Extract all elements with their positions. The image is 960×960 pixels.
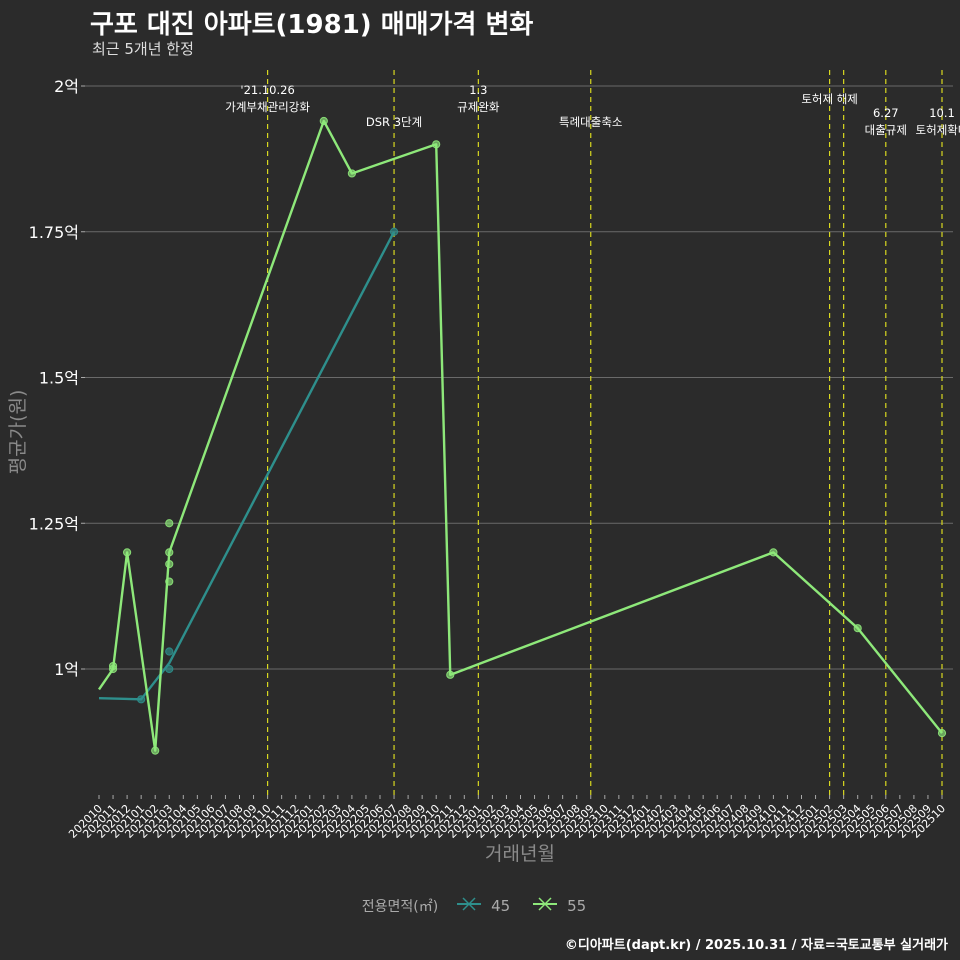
event-label: 규제완화 — [457, 100, 500, 114]
event-label: 대출규제 — [865, 123, 907, 137]
y-tick-label: 1.75억 — [29, 223, 79, 242]
legend-title: 전용면적(㎡) — [361, 899, 439, 915]
y-tick-label: 2억 — [54, 77, 79, 96]
data-point-55 — [347, 169, 356, 178]
event-label: 10.1 — [929, 106, 955, 120]
event-label: 6.27 — [873, 106, 899, 120]
event-label: 가계부채관리강화 — [225, 100, 310, 114]
legend-label-45: 45 — [491, 897, 511, 915]
legend: 전용면적(㎡) 45 55 — [0, 896, 960, 916]
data-point-55 — [108, 661, 118, 671]
legend-label-55: 55 — [567, 897, 587, 915]
y-tick-label: 1.5억 — [39, 369, 79, 388]
y-axis-title: 평균가(원) — [7, 390, 29, 475]
data-point-55 — [165, 577, 174, 586]
data-point-55 — [165, 548, 174, 557]
series-line-45 — [98, 231, 396, 701]
source-caption: ©디아파트(dapt.kr) / 2025.10.31 / 자료=국토교통부 실… — [564, 938, 948, 953]
event-label: '21.10.26 — [240, 83, 294, 97]
data-point-55 — [937, 729, 947, 738]
chart-subtitle: 최근 5개년 한정 — [92, 40, 194, 58]
x-axis-title: 거래년월 — [485, 843, 555, 865]
data-point-55 — [165, 519, 174, 528]
event-label: 토허제확대 — [916, 123, 960, 137]
event-label: 1.3 — [469, 83, 487, 97]
data-point-45 — [389, 227, 399, 236]
data-point-45 — [165, 647, 174, 656]
data-point-55 — [432, 140, 441, 149]
y-tick-label: 1억 — [54, 660, 79, 679]
event-label: DSR 3단계 — [366, 115, 422, 129]
data-point-55 — [123, 548, 132, 557]
data-point-55 — [853, 624, 862, 633]
data-point-45 — [165, 664, 174, 674]
data-point-55 — [446, 670, 455, 679]
series-line-55 — [98, 119, 943, 752]
data-point-55 — [165, 559, 174, 569]
event-label: 특례대출축소 — [559, 115, 622, 129]
event-label: 토허제 해제 — [801, 92, 858, 106]
chart-title: 구포 대진 아파트(1981) 매매가격 변화 — [90, 10, 534, 40]
data-point-55 — [319, 116, 328, 126]
legend-key-45 — [456, 897, 481, 915]
data-point-55 — [151, 746, 160, 755]
y-tick-label: 1.25억 — [29, 514, 79, 533]
data-point-55 — [769, 548, 778, 557]
data-point-45 — [137, 695, 146, 704]
legend-key-55 — [532, 897, 557, 915]
